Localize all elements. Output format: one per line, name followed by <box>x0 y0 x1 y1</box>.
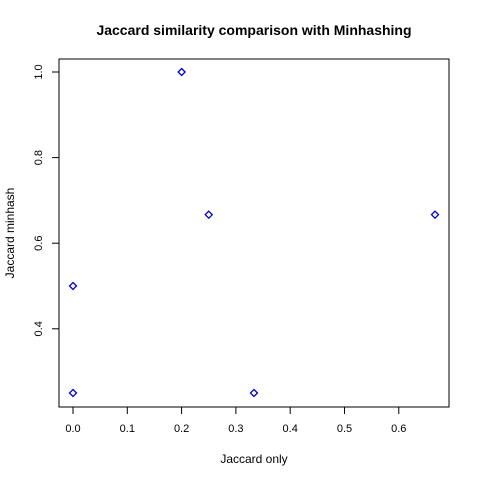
data-point <box>177 67 187 77</box>
y-tick-label: 1.0 <box>33 64 45 79</box>
data-point <box>430 210 440 220</box>
x-tick-label: 0.5 <box>337 423 352 435</box>
y-tick-label: 0.8 <box>33 150 45 165</box>
data-point <box>204 210 214 220</box>
data-points <box>68 67 440 398</box>
y-axis: 0.4 0.6 0.8 1.0 <box>33 64 60 336</box>
chart-title: Jaccard similarity comparison with Minha… <box>96 22 411 38</box>
y-tick-label: 0.6 <box>33 236 45 251</box>
x-tick-label: 0.1 <box>120 423 135 435</box>
data-point <box>68 281 78 291</box>
plot-frame <box>58 58 450 408</box>
x-axis: 0.0 0.1 0.2 0.3 0.4 0.5 0.6 <box>65 406 406 435</box>
x-axis-label: Jaccard only <box>220 452 287 466</box>
x-tick-label: 0.4 <box>283 423 298 435</box>
y-tick-label: 0.4 <box>33 321 45 336</box>
x-tick-label: 0.3 <box>228 423 243 435</box>
y-axis-label: Jaccard minhash <box>3 188 17 279</box>
data-point <box>68 388 78 398</box>
x-tick-label: 0.0 <box>65 423 80 435</box>
x-tick-label: 0.2 <box>174 423 189 435</box>
data-point <box>249 388 259 398</box>
x-tick-label: 0.6 <box>391 423 406 435</box>
